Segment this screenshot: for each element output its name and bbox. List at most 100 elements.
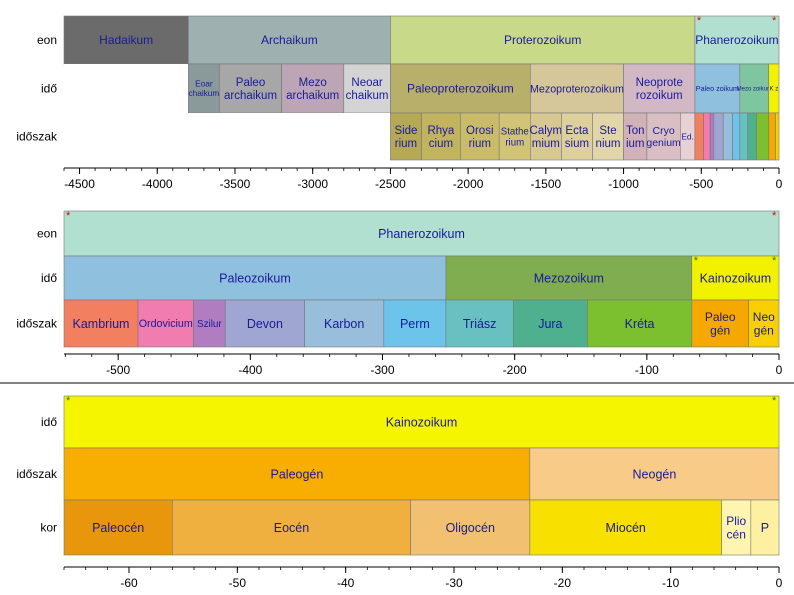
interval-label: Cryo genium [646, 125, 681, 149]
interval-bar [63, 299, 139, 348]
x-axis: -500 -400 -300 -200 -100 0 [64, 353, 783, 377]
interval-bar [691, 299, 749, 348]
interval-label: Calym mium [530, 125, 563, 150]
interval-label: Neoprote rozoikum [636, 77, 683, 102]
interval-bar [750, 499, 780, 556]
interval-label: Triász [463, 317, 497, 331]
interval-bar [691, 255, 780, 301]
interval-bar [748, 299, 780, 348]
interval-label: Szilur [197, 319, 222, 330]
interval-bar [281, 63, 345, 114]
axis-tick-label: -100 [635, 363, 659, 377]
interval-bar [224, 299, 305, 348]
boundary-marker: * [66, 210, 71, 222]
row-label: eon [37, 33, 57, 47]
interval-bar [343, 63, 391, 114]
timescale-panel-2: eon Phanerozoikum * * idő Paleozoikum Mezozoik… [16, 210, 782, 377]
axis-tick-label: -500 [106, 363, 130, 377]
interval-label: Eocén [274, 521, 309, 535]
axis-tick-label: -2000 [453, 177, 484, 191]
timescale-panel-1: eon Hadaikum Archaikum Proterozoikum Phanero… [16, 15, 782, 191]
interval-label: Ordovicium [139, 318, 193, 330]
axis-tick-label: 0 [776, 177, 783, 191]
interval-bar [63, 447, 531, 501]
interval-bar [64, 113, 391, 160]
interval-label: Ecta sium [565, 125, 589, 150]
interval-label: Archaikum [261, 33, 318, 47]
interval-label: Neogén [633, 467, 677, 481]
interval-label: Kainozoikum [386, 415, 458, 429]
interval-bar [63, 210, 780, 257]
axis-tick-label: -40 [337, 576, 355, 590]
timescale-row-idő: idő Kainozoikum * * [41, 395, 780, 449]
interval-bar [709, 112, 715, 161]
row-label: idő [41, 82, 57, 96]
interval-label: Mezo zoikum [737, 87, 772, 93]
interval-bar [703, 112, 711, 161]
interval-bar [304, 299, 385, 348]
interval-label: Ed. [681, 131, 694, 141]
row-label: idő [41, 271, 57, 285]
interval-label: Eoar chaikum [188, 79, 219, 99]
boundary-marker: * [697, 15, 702, 27]
axis-tick-label: -2500 [375, 177, 406, 191]
interval-label: Paleo zoikum [696, 84, 739, 93]
interval-bar [623, 63, 696, 114]
interval-label: Mezozoikum [534, 271, 604, 285]
interval-label: Side rium [394, 125, 417, 150]
row-label: időszak [16, 130, 58, 144]
interval-label: Phanerozoikum [695, 33, 778, 47]
interval-bar [646, 112, 681, 161]
interval-label: Kambrium [73, 317, 130, 331]
axis-tick-label: -1500 [530, 177, 561, 191]
interval-label: Neoar chaikum [346, 77, 389, 102]
row-label: időszak [16, 467, 58, 481]
interval-bar [410, 499, 531, 556]
interval-label: Orosi rium [466, 125, 493, 150]
interval-label: Paleoproterozoikum [407, 82, 514, 96]
row-label: kor [40, 521, 57, 535]
interval-bar [561, 112, 593, 161]
timescale-row-kor: kor Paleocén Eocén Oligocén Miocén Plio cén P [40, 499, 780, 556]
interval-bar [498, 112, 531, 161]
axis-tick-label: -60 [120, 576, 138, 590]
timescale-row-eon: eon Hadaikum Archaikum Proterozoikum Phanero… [37, 15, 780, 65]
interval-label: Karbon [324, 317, 364, 331]
interval-label: P [761, 521, 769, 535]
interval-label: Oligocén [446, 521, 495, 535]
axis-tick-label: -200 [503, 363, 527, 377]
interval-bar [530, 63, 624, 114]
interval-label: Kréta [625, 317, 655, 331]
interval-label: Paleozoikum [219, 271, 291, 285]
interval-bar [529, 447, 780, 501]
interval-label: Jura [538, 317, 562, 331]
interval-bar [390, 112, 422, 161]
axis-tick-label: -4500 [64, 177, 95, 191]
row-label: idő [41, 415, 57, 429]
interval-label: Perm [400, 317, 430, 331]
x-axis: -4500 -4000 -3500 -3000 -2500 -2000 -1500 -1000… [63, 167, 783, 191]
interval-bar [219, 63, 282, 114]
axis-tick-label: -1000 [608, 177, 639, 191]
row-label: időszak [16, 317, 58, 331]
axis-tick-label: -4000 [142, 177, 173, 191]
interval-bar [756, 112, 770, 161]
timescale-row-eon: eon Phanerozoikum * * [37, 210, 780, 257]
boundary-marker: * [772, 210, 777, 222]
axis-tick-label: -3000 [297, 177, 328, 191]
axis-tick-label: 0 [776, 363, 783, 377]
interval-label: Paleogén [271, 467, 324, 481]
axis-tick-label: -20 [554, 576, 572, 590]
interval-label: Mezo archaikum [286, 77, 339, 102]
row-label: eon [37, 227, 57, 241]
timescale-row-időszak: időszak Paleogén Neogén [16, 447, 780, 501]
axis-tick-label: -10 [662, 576, 680, 590]
interval-bar [64, 64, 189, 113]
interval-bar [529, 499, 722, 556]
interval-bar [188, 15, 391, 65]
interval-bar [739, 112, 749, 161]
